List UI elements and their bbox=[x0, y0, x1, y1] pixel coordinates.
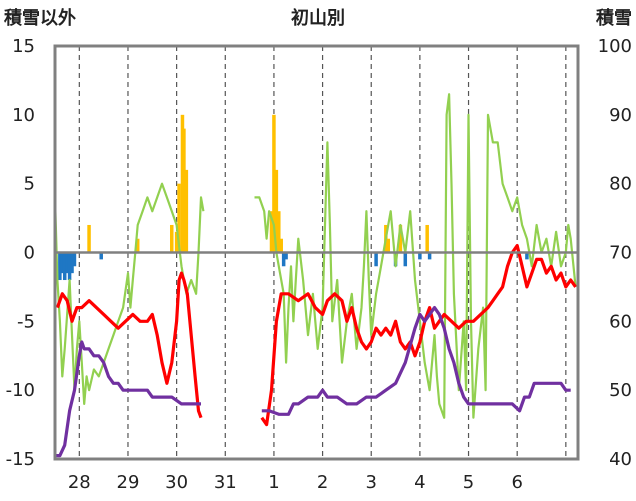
right-tick-label: 50 bbox=[609, 380, 632, 401]
bar-mark bbox=[177, 183, 181, 253]
right-axis-label: 積雪 bbox=[595, 7, 632, 29]
right-tick-label: 90 bbox=[609, 105, 632, 126]
bar-mark bbox=[67, 252, 72, 281]
bar-mark bbox=[174, 231, 179, 253]
x-tick-label: 31 bbox=[214, 472, 237, 493]
bar-mark bbox=[62, 252, 67, 281]
bar-mark bbox=[182, 128, 186, 253]
humidity_like-line bbox=[53, 182, 205, 405]
right-tick-label: 60 bbox=[609, 311, 632, 332]
bar-mark bbox=[58, 252, 62, 281]
bar-mark bbox=[403, 252, 408, 267]
bar-mark bbox=[70, 252, 74, 274]
bar-series bbox=[58, 114, 529, 281]
line-series bbox=[53, 93, 577, 458]
left-axis-label: 積雪以外 bbox=[3, 7, 76, 29]
x-tick-label: 3 bbox=[366, 472, 377, 493]
bar-mark bbox=[374, 252, 378, 267]
left-tick-label: -15 bbox=[6, 449, 35, 470]
x-tick-label: 6 bbox=[511, 472, 522, 493]
x-tick-label: 28 bbox=[68, 472, 91, 493]
bar-mark bbox=[427, 252, 432, 260]
bar-mark bbox=[274, 169, 279, 253]
bar-mark bbox=[87, 224, 91, 253]
bar-mark bbox=[170, 224, 174, 253]
bar-mark bbox=[184, 169, 189, 253]
left-tick-label: 15 bbox=[12, 36, 35, 57]
bar-mark bbox=[135, 238, 140, 253]
bar-mark bbox=[65, 252, 69, 274]
x-tick-label: 5 bbox=[463, 472, 474, 493]
temperature-line bbox=[260, 244, 577, 427]
bar-mark bbox=[425, 224, 429, 253]
bar-mark bbox=[284, 252, 288, 260]
left-tick-label: 10 bbox=[12, 105, 35, 126]
plot-frame bbox=[53, 44, 580, 461]
bar-mark bbox=[281, 252, 286, 267]
left-tick-label: -10 bbox=[6, 380, 35, 401]
x-tick-label: 2 bbox=[317, 472, 328, 493]
right-tick-label: 70 bbox=[609, 243, 632, 264]
bar-mark bbox=[398, 224, 403, 253]
bar-mark bbox=[386, 238, 391, 253]
left-tick-label: 0 bbox=[24, 243, 35, 264]
right-tick-label: 80 bbox=[609, 174, 632, 195]
snow_depth-line bbox=[261, 306, 571, 416]
bar-mark bbox=[269, 211, 274, 253]
snow_depth-line bbox=[55, 340, 201, 458]
left-tick-label: -5 bbox=[17, 311, 35, 332]
x-tick-label: 29 bbox=[117, 472, 140, 493]
x-tick-label: 4 bbox=[414, 472, 425, 493]
bar-mark bbox=[418, 252, 422, 260]
left-tick-label: 5 bbox=[24, 174, 35, 195]
bar-mark bbox=[525, 252, 529, 260]
bar-mark bbox=[277, 211, 281, 253]
bar-mark bbox=[272, 114, 276, 253]
chart-title: 初山別 bbox=[291, 7, 345, 29]
x-tick-label: 30 bbox=[165, 472, 188, 493]
bar-mark bbox=[72, 252, 77, 267]
x-tick-label: 1 bbox=[268, 472, 279, 493]
right-tick-label: 100 bbox=[598, 36, 632, 57]
bar-mark bbox=[99, 252, 103, 260]
humidity_like-line bbox=[254, 93, 577, 419]
right-tick-label: 40 bbox=[609, 449, 632, 470]
bar-mark bbox=[60, 252, 65, 274]
bar-mark bbox=[279, 238, 283, 253]
temperature-line bbox=[55, 271, 203, 419]
